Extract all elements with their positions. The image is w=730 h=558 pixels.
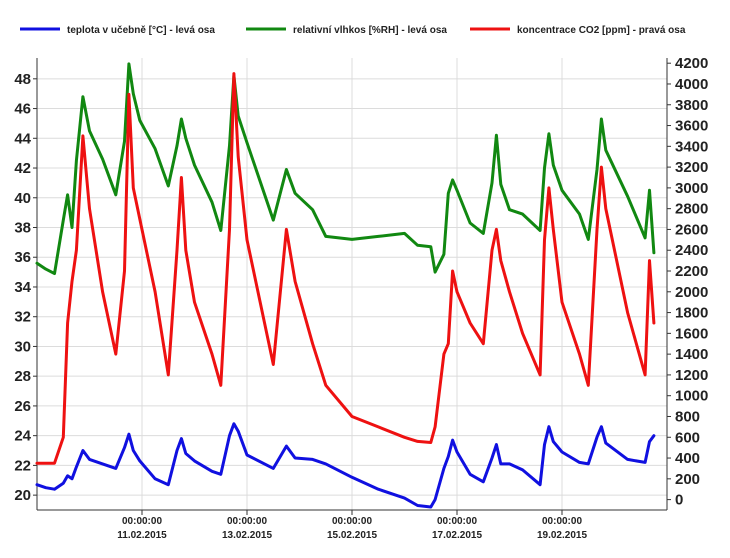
y-right-tick-label: 2400 — [675, 242, 708, 259]
y-right-tick-label: 3800 — [675, 97, 708, 114]
legend-label-temperature: teplota v učebně [°C] - levá osa — [67, 25, 215, 36]
y-right-tick-label: 1400 — [675, 346, 708, 363]
x-tick-date-label: 15.02.2015 — [327, 530, 377, 541]
y-right-tick-label: 4200 — [675, 55, 708, 72]
tick-labels: 20 22 24 26 28 30 32 34 36 38 40 42 44 46 48 0 200 400 600… — [14, 55, 708, 541]
x-tick-time-label: 00:00:00 — [227, 516, 267, 527]
y-right-tick-label: 2800 — [675, 201, 708, 218]
y-right-tick-label: 1600 — [675, 325, 708, 342]
y-right-tick-label: 1200 — [675, 367, 708, 384]
y-right-tick-label: 400 — [675, 450, 700, 467]
y-right-tick-label: 2600 — [675, 221, 708, 238]
x-tick-time-label: 00:00:00 — [332, 516, 372, 527]
y-left-tick-label: 46 — [14, 101, 31, 118]
y-left-tick-label: 48 — [14, 71, 31, 88]
grid — [37, 58, 667, 510]
x-tick-time-label: 00:00:00 — [122, 516, 162, 527]
x-tick-date-label: 11.02.2015 — [117, 530, 167, 541]
x-tick-time-label: 00:00:00 — [542, 516, 582, 527]
y-left-tick-label: 42 — [14, 160, 31, 177]
y-right-tick-label: 200 — [675, 471, 700, 488]
y-left-tick-label: 40 — [14, 190, 31, 207]
y-left-tick-label: 28 — [14, 368, 31, 385]
y-left-tick-label: 26 — [14, 398, 31, 415]
y-right-tick-label: 3600 — [675, 118, 708, 135]
y-right-tick-label: 3000 — [675, 180, 708, 197]
y-right-tick-label: 3400 — [675, 138, 708, 155]
series-line-temperature — [35, 422, 656, 509]
y-left-tick-label: 38 — [14, 220, 31, 237]
y-right-tick-label: 600 — [675, 429, 700, 446]
series-line-humidity — [35, 62, 656, 276]
y-right-tick-label: 0 — [675, 492, 683, 509]
y-left-tick-label: 36 — [14, 249, 31, 266]
x-tick-date-label: 19.02.2015 — [537, 530, 587, 541]
y-right-tick-label: 2200 — [675, 263, 708, 280]
series-lines — [35, 62, 656, 509]
y-right-tick-label: 1000 — [675, 388, 708, 405]
y-left-tick-label: 20 — [14, 487, 31, 504]
y-right-tick-label: 1800 — [675, 305, 708, 322]
axes — [33, 58, 671, 515]
y-right-tick-label: 4000 — [675, 76, 708, 93]
y-left-tick-label: 44 — [14, 130, 31, 147]
y-left-tick-label: 32 — [14, 309, 31, 326]
y-right-tick-label: 800 — [675, 408, 700, 425]
y-left-tick-label: 34 — [14, 279, 31, 296]
legend-label-humidity: relativní vlhkos [%RH] - levá osa — [293, 25, 447, 36]
y-left-tick-label: 24 — [14, 428, 31, 445]
y-right-tick-label: 3200 — [675, 159, 708, 176]
x-tick-date-label: 13.02.2015 — [222, 530, 272, 541]
legend-label-co2: koncentrace CO2 [ppm] - pravá osa — [517, 25, 686, 36]
y-left-tick-label: 22 — [14, 457, 31, 474]
y-left-tick-label: 30 — [14, 338, 31, 355]
x-tick-time-label: 00:00:00 — [437, 516, 477, 527]
series-line-co2 — [35, 72, 656, 465]
x-tick-date-label: 17.02.2015 — [432, 530, 482, 541]
legend: teplota v učebně [°C] - levá osa relativn… — [20, 25, 686, 36]
y-right-tick-label: 2000 — [675, 284, 708, 301]
